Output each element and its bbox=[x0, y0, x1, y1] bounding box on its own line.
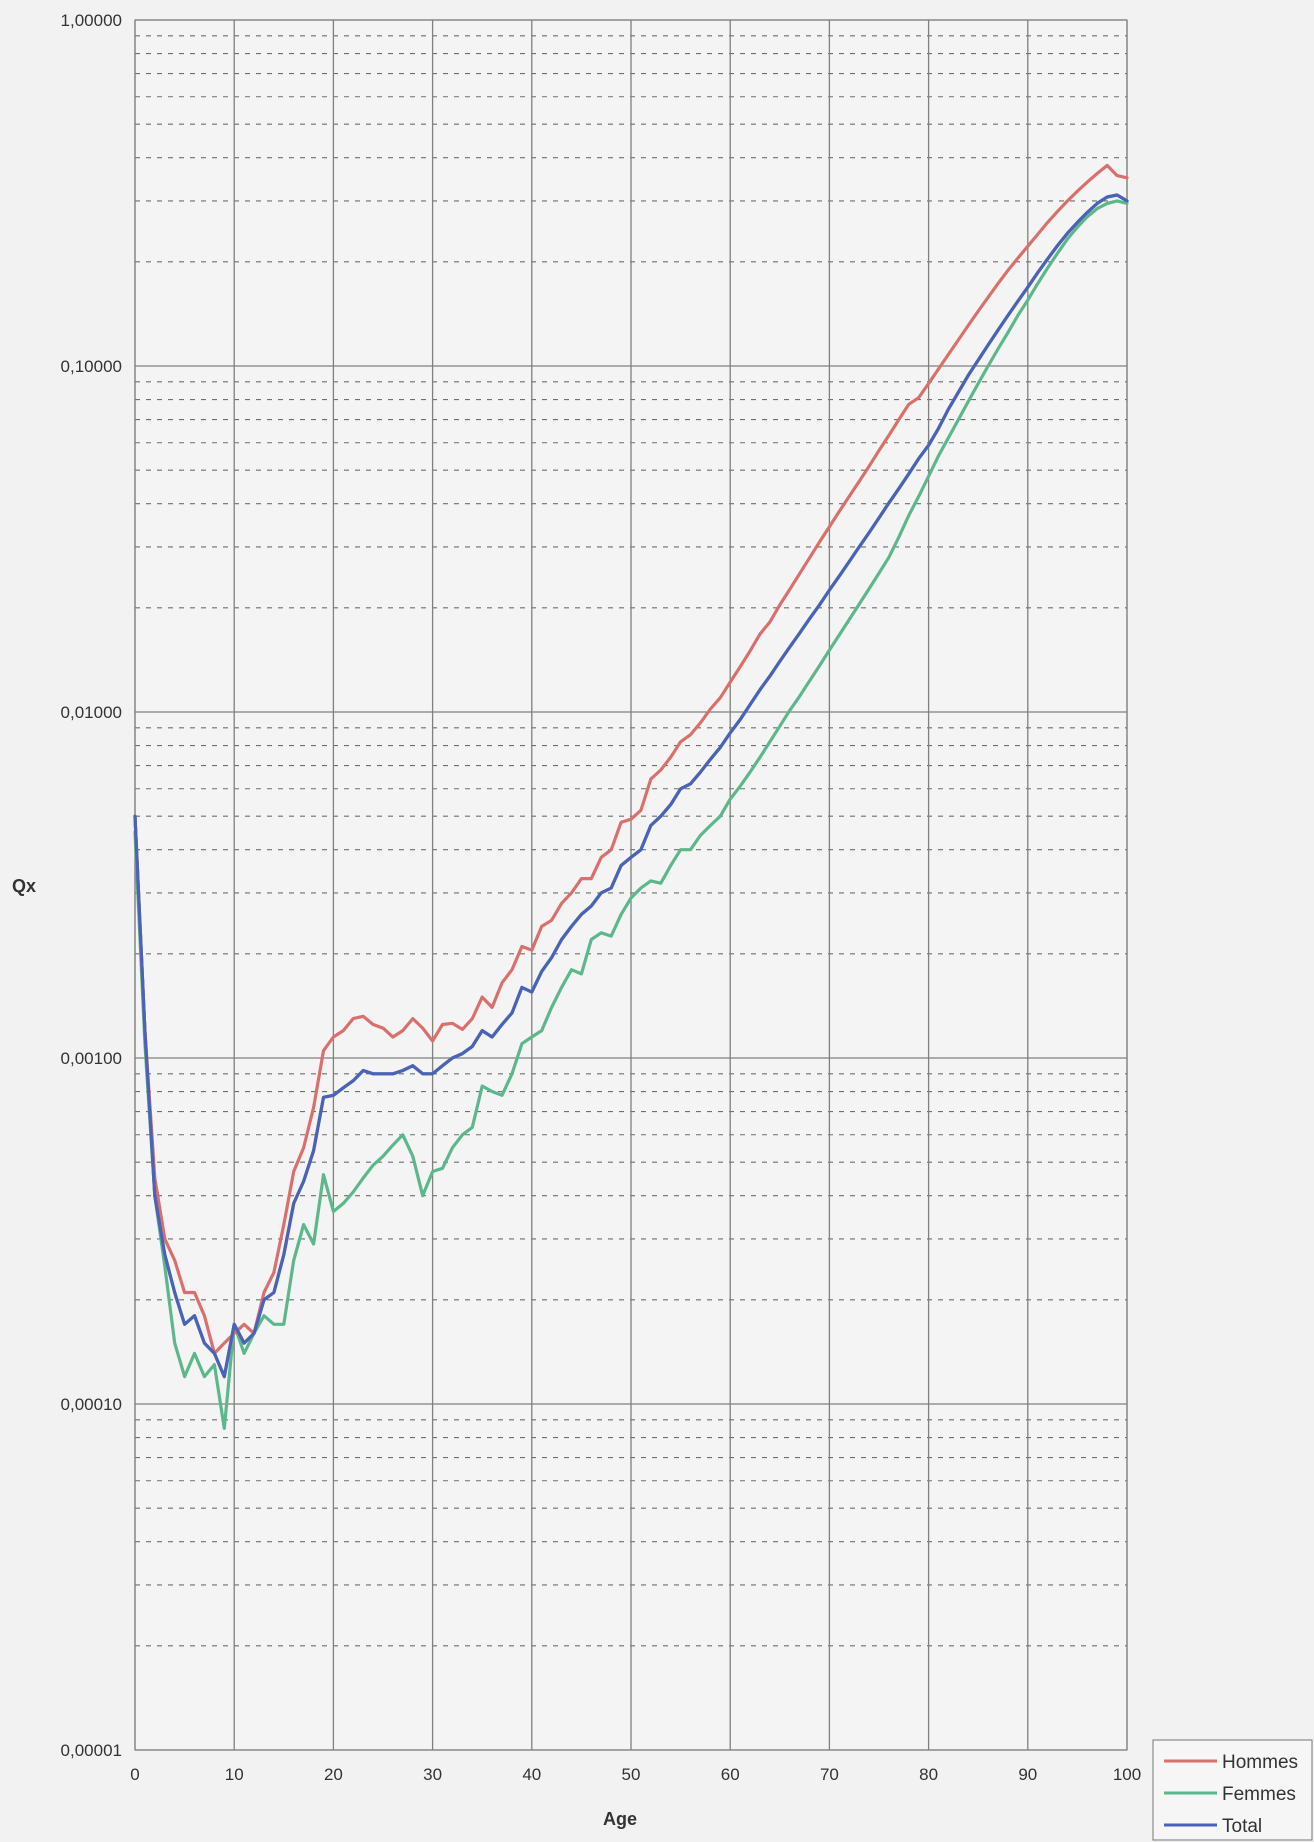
y-tick-label: 0,00001 bbox=[61, 1741, 122, 1760]
legend-label: Hommes bbox=[1222, 1752, 1298, 1773]
x-tick-label: 40 bbox=[522, 1765, 541, 1784]
x-tick-label: 100 bbox=[1113, 1765, 1141, 1784]
y-tick-label: 0,00010 bbox=[61, 1395, 122, 1414]
x-tick-label: 70 bbox=[820, 1765, 839, 1784]
series-line-hommes bbox=[133, 163, 1129, 1356]
major-grid bbox=[134, 19, 1128, 1751]
x-tick-label: 60 bbox=[721, 1765, 740, 1784]
legend-label: Total bbox=[1222, 1816, 1262, 1837]
x-axis-title: Age bbox=[603, 1809, 637, 1829]
x-axis-ticks: 0 10 20 30 40 50 60 70 80 90 100 bbox=[130, 1765, 1141, 1784]
y-axis-title: Qx bbox=[12, 876, 36, 896]
series-lines bbox=[133, 163, 1129, 1431]
y-tick-label: 0,01000 bbox=[61, 703, 122, 722]
x-tick-label: 0 bbox=[130, 1765, 139, 1784]
legend: Hommes Femmes Total bbox=[1152, 1739, 1313, 1841]
y-axis-ticks: 0,00001 0,00010 0,00100 0,01000 0,10000 1,000… bbox=[61, 11, 122, 1760]
x-tick-label: 10 bbox=[225, 1765, 244, 1784]
legend-box bbox=[1152, 1739, 1313, 1841]
series-line-femmes bbox=[133, 199, 1129, 1431]
y-tick-label: 1,00000 bbox=[61, 11, 122, 30]
y-tick-label: 0,10000 bbox=[61, 357, 122, 376]
series-line-total bbox=[133, 193, 1129, 1379]
x-tick-label: 50 bbox=[622, 1765, 641, 1784]
x-tick-label: 80 bbox=[919, 1765, 938, 1784]
x-tick-label: 20 bbox=[324, 1765, 343, 1784]
x-tick-label: 90 bbox=[1018, 1765, 1037, 1784]
legend-label: Femmes bbox=[1222, 1784, 1296, 1805]
y-tick-label: 0,00100 bbox=[61, 1049, 122, 1068]
x-tick-label: 30 bbox=[423, 1765, 442, 1784]
